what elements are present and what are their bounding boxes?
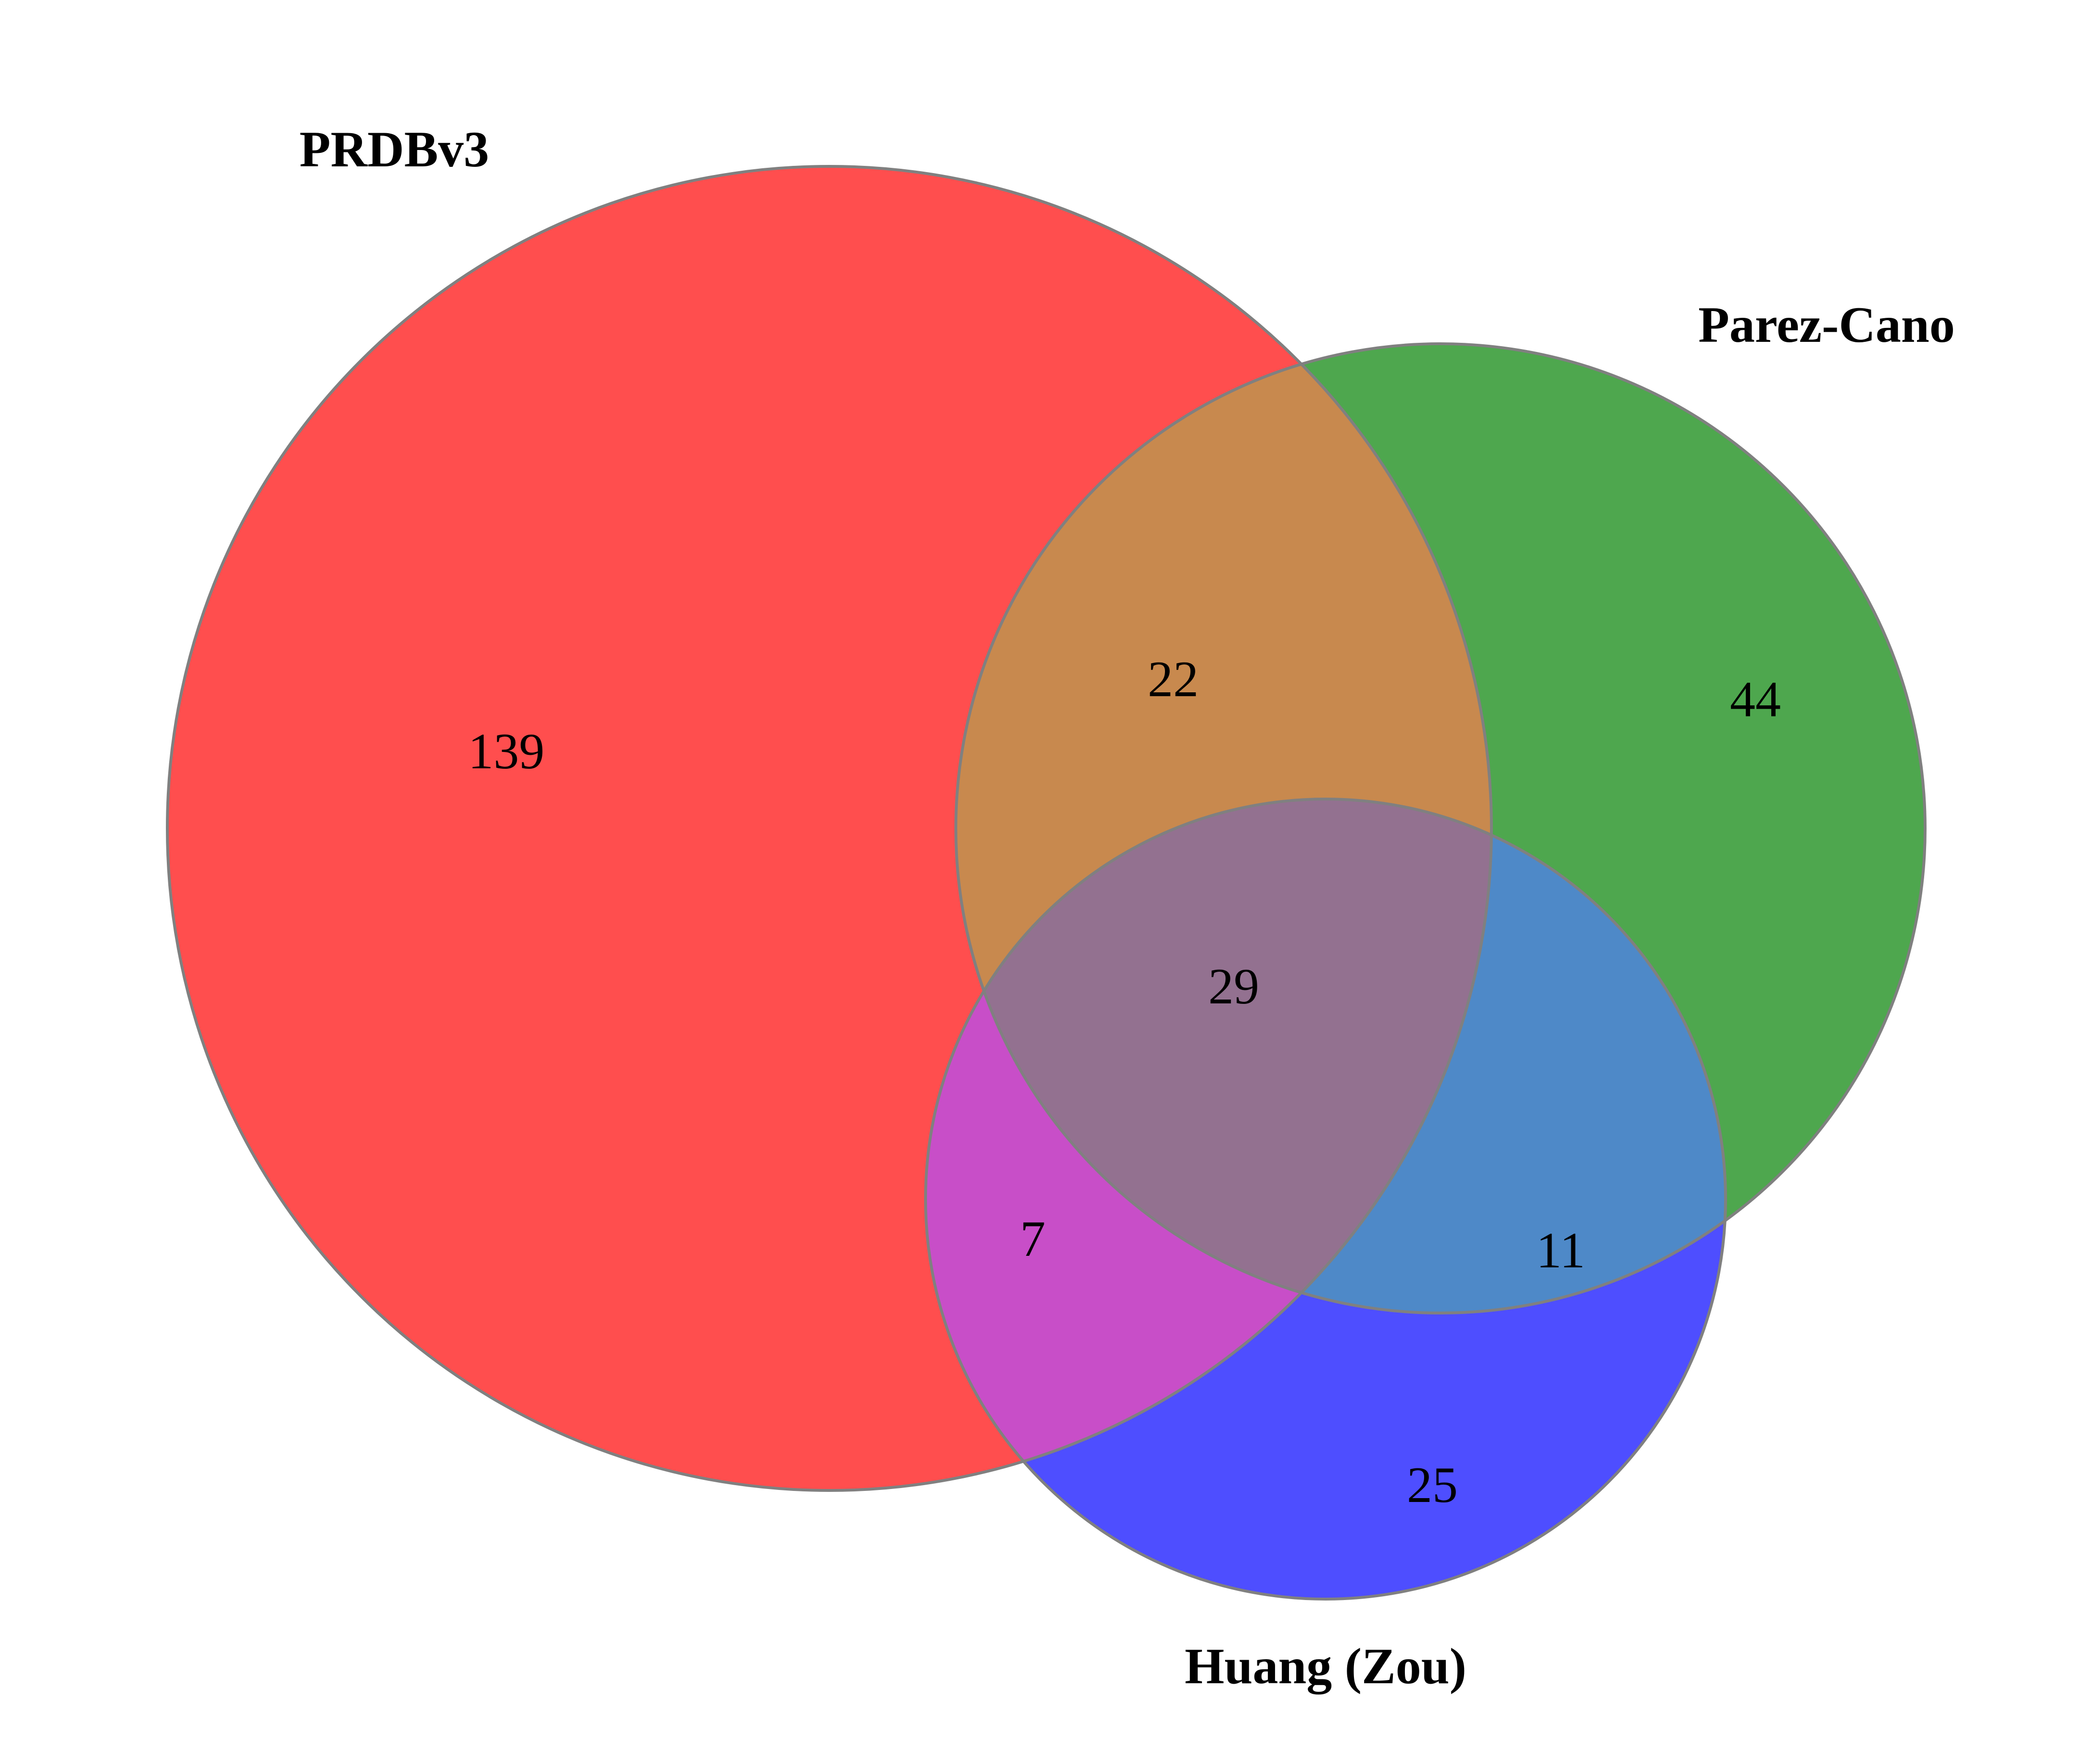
region-b-only-count: 44 bbox=[1730, 671, 1781, 727]
set-b-label: Parez-Cano bbox=[1698, 297, 1955, 353]
region-ac-count: 7 bbox=[1020, 1211, 1046, 1267]
region-fills bbox=[167, 166, 1925, 1599]
region-ab-count: 22 bbox=[1148, 651, 1199, 707]
set-a-label: PRDBv3 bbox=[300, 121, 489, 177]
region-bc-count: 11 bbox=[1536, 1222, 1585, 1278]
region-c-only-count: 25 bbox=[1407, 1457, 1458, 1513]
set-c-label: Huang (Zou) bbox=[1185, 1638, 1466, 1694]
region-abc-count: 29 bbox=[1208, 958, 1259, 1014]
region-a-only-count: 139 bbox=[468, 723, 545, 779]
